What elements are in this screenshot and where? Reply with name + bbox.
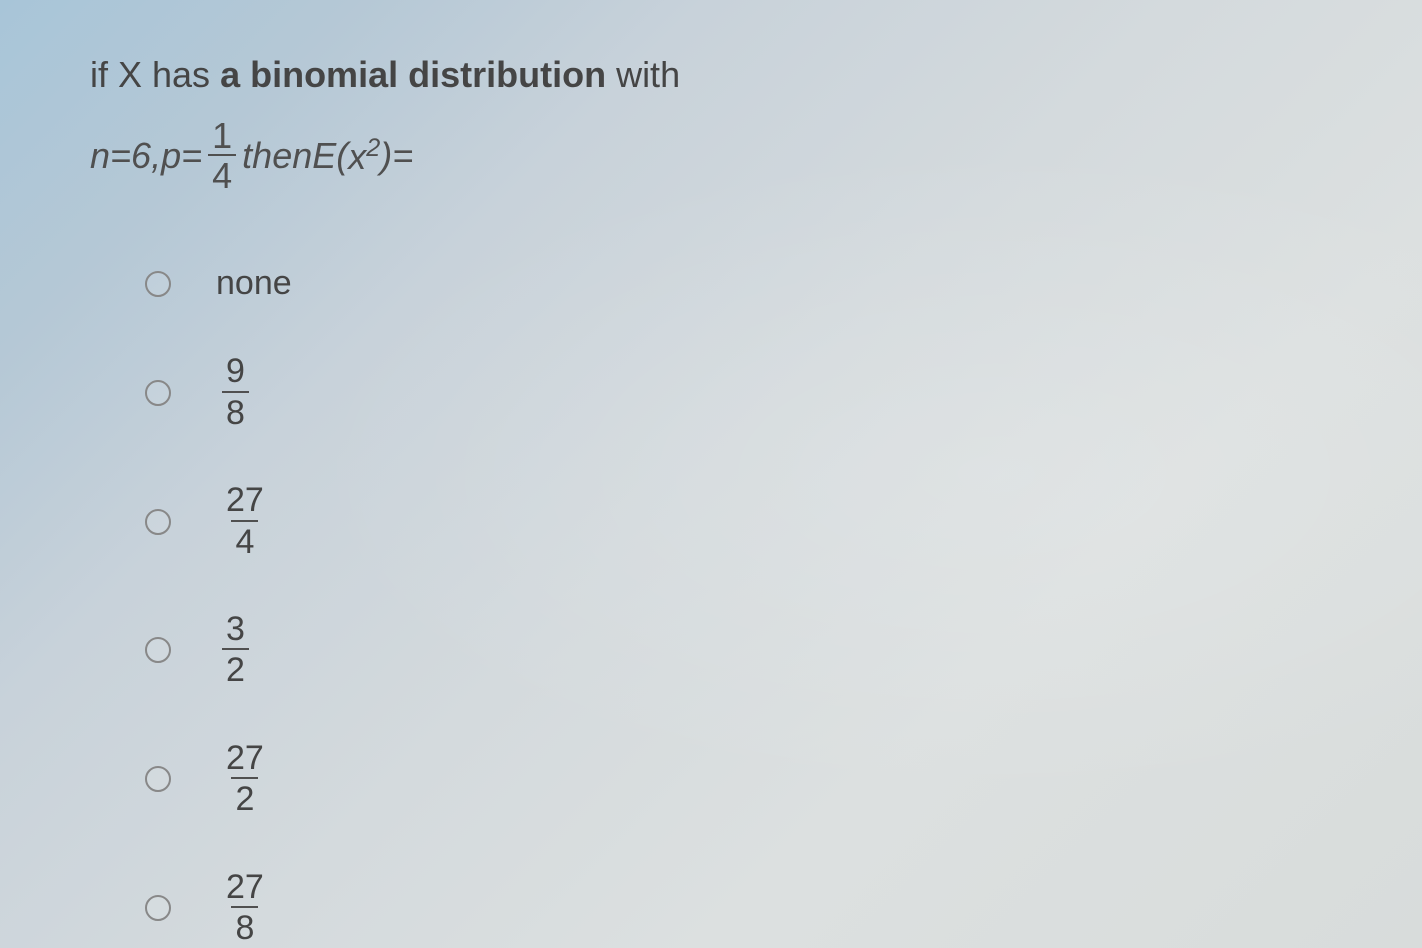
fraction-3-2: 3 2 [222,611,249,690]
option-fraction: 27 4 [216,482,274,561]
fraction-27-8: 27 8 [222,869,268,948]
frac-den: 4 [208,154,236,194]
radio-button[interactable] [145,380,171,406]
question-suffix: with [606,54,680,95]
question-bold: a binomial distribution [220,54,606,95]
expr-eq: = [181,131,202,181]
frac-den: 8 [231,906,258,947]
expr-p: p [161,131,181,181]
option-fraction: 3 2 [216,611,255,690]
frac-num: 1 [208,118,236,154]
question-container: if X has a binomial distribution with n=… [90,50,1332,947]
option-27-2[interactable]: 27 2 [145,740,1332,819]
frac-den: 8 [222,391,249,432]
frac-num: 27 [222,482,268,519]
fraction-27-4: 27 4 [222,482,268,561]
expr-n: n=6, [90,131,161,181]
expr-then: then [242,131,312,181]
frac-num: 27 [222,740,268,777]
question-text: if X has a binomial distribution with n=… [90,50,1332,194]
fraction-27-2: 27 2 [222,740,268,819]
expr-sup: 2 [366,134,380,162]
option-27-8[interactable]: 27 8 [145,869,1332,948]
frac-num: 27 [222,869,268,906]
expr-paren-open: ( [336,131,348,181]
expr-E: E [312,131,336,181]
expr-equals: = [392,131,413,181]
option-fraction: 27 8 [216,869,274,948]
radio-button[interactable] [145,637,171,663]
option-fraction: 9 8 [216,353,255,432]
option-3-2[interactable]: 3 2 [145,611,1332,690]
option-none[interactable]: none [145,264,1332,303]
frac-den: 2 [222,648,249,689]
radio-button[interactable] [145,766,171,792]
option-fraction: 27 2 [216,740,274,819]
option-27-4[interactable]: 27 4 [145,482,1332,561]
question-prefix: if X has [90,54,220,95]
radio-button[interactable] [145,271,171,297]
options-container: none 9 8 27 4 [145,264,1332,947]
expr-x: x2 [348,131,380,182]
fraction-9-8: 9 8 [222,353,249,432]
frac-num: 3 [222,611,249,648]
radio-button[interactable] [145,895,171,921]
expr-paren-close: ) [380,131,392,181]
option-9-8[interactable]: 9 8 [145,353,1332,432]
frac-den: 2 [231,777,258,818]
question-line-1: if X has a binomial distribution with [90,50,1332,100]
option-text-none: none [216,264,292,303]
fraction-p-value: 1 4 [208,118,236,194]
frac-num: 9 [222,353,249,390]
radio-button[interactable] [145,509,171,535]
question-line-2: n=6, p = 1 4 then E ( x2 ) = [90,118,1332,194]
frac-den: 4 [231,520,258,561]
